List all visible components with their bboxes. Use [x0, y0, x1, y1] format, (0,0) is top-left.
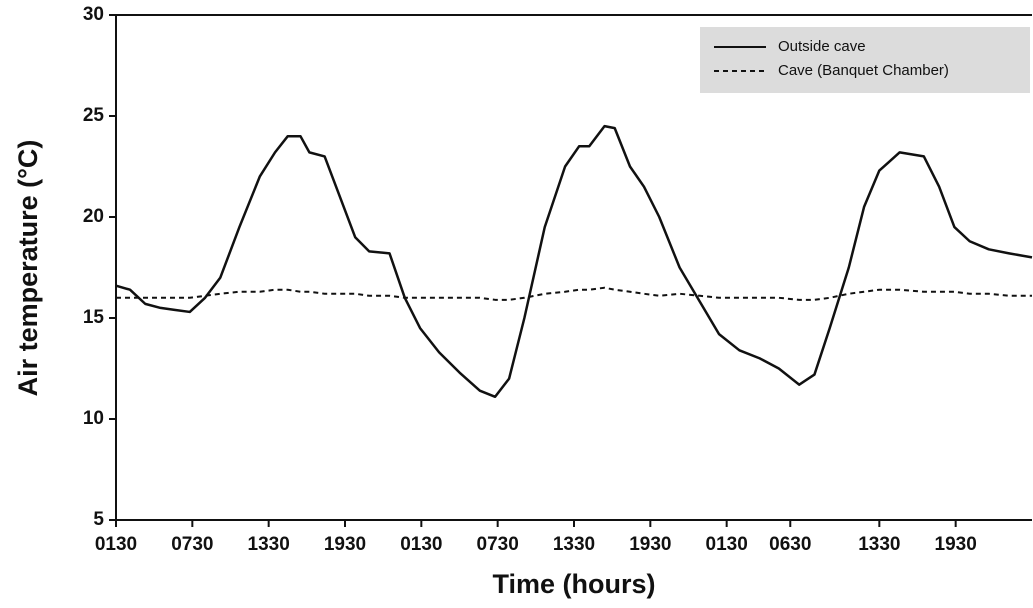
- x-tick-label: 1330: [553, 534, 595, 555]
- x-tick-label: 0130: [95, 534, 137, 555]
- legend-label: Outside cave: [778, 38, 866, 55]
- y-tick-label: 10: [83, 408, 104, 429]
- x-tick-label: 0130: [400, 534, 442, 555]
- x-axis-label: Time (hours): [492, 569, 655, 599]
- x-tick-label: 0730: [171, 534, 213, 555]
- x-tick-label: 1930: [629, 534, 671, 555]
- y-tick-label: 15: [83, 307, 105, 328]
- series-line: [116, 286, 1032, 301]
- x-tick-label: 1930: [324, 534, 366, 555]
- x-tick-label: 1330: [858, 534, 900, 555]
- y-tick-label: 20: [83, 206, 104, 227]
- x-tick-label: 0730: [477, 534, 519, 555]
- x-tick-label: 1930: [935, 534, 977, 555]
- x-tick-label: 0630: [769, 534, 811, 555]
- y-tick-label: 5: [93, 509, 104, 530]
- x-tick-label: 1330: [248, 534, 290, 555]
- y-tick-label: 30: [83, 4, 104, 25]
- y-tick-label: 25: [83, 105, 105, 126]
- legend-box: [700, 27, 1030, 93]
- y-axis-label: Air temperature (°C): [13, 140, 43, 397]
- x-tick-label: 0130: [706, 534, 748, 555]
- series-line: [115, 124, 1033, 399]
- legend-label: Cave (Banquet Chamber): [778, 62, 949, 79]
